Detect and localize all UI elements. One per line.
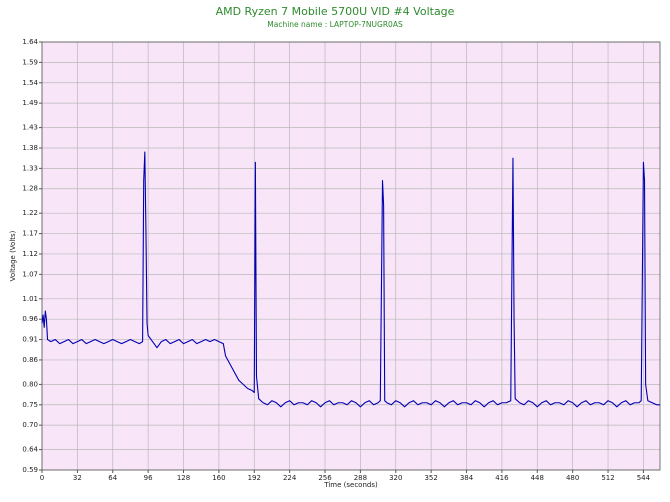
y-tick-label: 1.64 bbox=[22, 38, 38, 46]
y-tick-label: 1.01 bbox=[22, 295, 38, 303]
y-axis-label: Voltage (Volts) bbox=[9, 230, 17, 281]
y-tick-label: 1.43 bbox=[22, 124, 38, 132]
y-tick-label: 1.28 bbox=[22, 185, 38, 193]
x-tick-label: 128 bbox=[177, 474, 190, 482]
x-tick-label: 96 bbox=[144, 474, 153, 482]
y-tick-label: 0.80 bbox=[22, 380, 38, 388]
y-tick-label: 0.59 bbox=[22, 466, 38, 474]
y-tick-label: 0.75 bbox=[22, 401, 38, 409]
x-tick-label: 320 bbox=[389, 474, 402, 482]
y-tick-label: 0.70 bbox=[22, 421, 38, 429]
x-tick-label: 384 bbox=[460, 474, 474, 482]
x-tick-label: 352 bbox=[424, 474, 437, 482]
x-axis-label: Time (seconds) bbox=[323, 481, 378, 489]
y-tick-label: 0.86 bbox=[22, 356, 38, 364]
x-tick-label: 224 bbox=[283, 474, 297, 482]
chart-subtitle: Machine name : LAPTOP-7NUGR0AS bbox=[267, 20, 403, 29]
x-tick-label: 416 bbox=[495, 474, 509, 482]
x-tick-label: 288 bbox=[354, 474, 367, 482]
y-tick-label: 1.22 bbox=[22, 209, 38, 217]
y-tick-label: 0.96 bbox=[22, 315, 38, 323]
x-tick-label: 64 bbox=[108, 474, 117, 482]
x-tick-label: 32 bbox=[73, 474, 82, 482]
x-tick-label: 448 bbox=[531, 474, 544, 482]
chart-title: AMD Ryzen 7 Mobile 5700U VID #4 Voltage bbox=[216, 5, 455, 18]
x-tick-label: 160 bbox=[212, 474, 225, 482]
x-tick-label: 192 bbox=[248, 474, 261, 482]
y-tick-label: 1.38 bbox=[22, 144, 38, 152]
data-line bbox=[41, 151, 660, 408]
y-tick-label: 1.49 bbox=[22, 99, 38, 107]
x-tick-label: 480 bbox=[566, 474, 579, 482]
y-tick-label: 1.59 bbox=[22, 58, 38, 66]
x-tick-label: 256 bbox=[318, 474, 332, 482]
plot-area bbox=[42, 42, 660, 470]
y-tick-label: 1.17 bbox=[22, 230, 38, 238]
plot-frame bbox=[41, 41, 661, 471]
y-tick-label: 0.64 bbox=[22, 446, 38, 454]
x-tick-label: 512 bbox=[601, 474, 614, 482]
y-tick-label: 1.12 bbox=[22, 250, 38, 258]
y-tick-label: 1.33 bbox=[22, 164, 38, 172]
y-tick-label: 1.07 bbox=[22, 270, 38, 278]
x-tick-label: 544 bbox=[637, 474, 651, 482]
y-tick-label: 1.54 bbox=[22, 79, 38, 87]
x-tick-label: 0 bbox=[40, 474, 44, 482]
y-tick-label: 0.91 bbox=[22, 336, 38, 344]
